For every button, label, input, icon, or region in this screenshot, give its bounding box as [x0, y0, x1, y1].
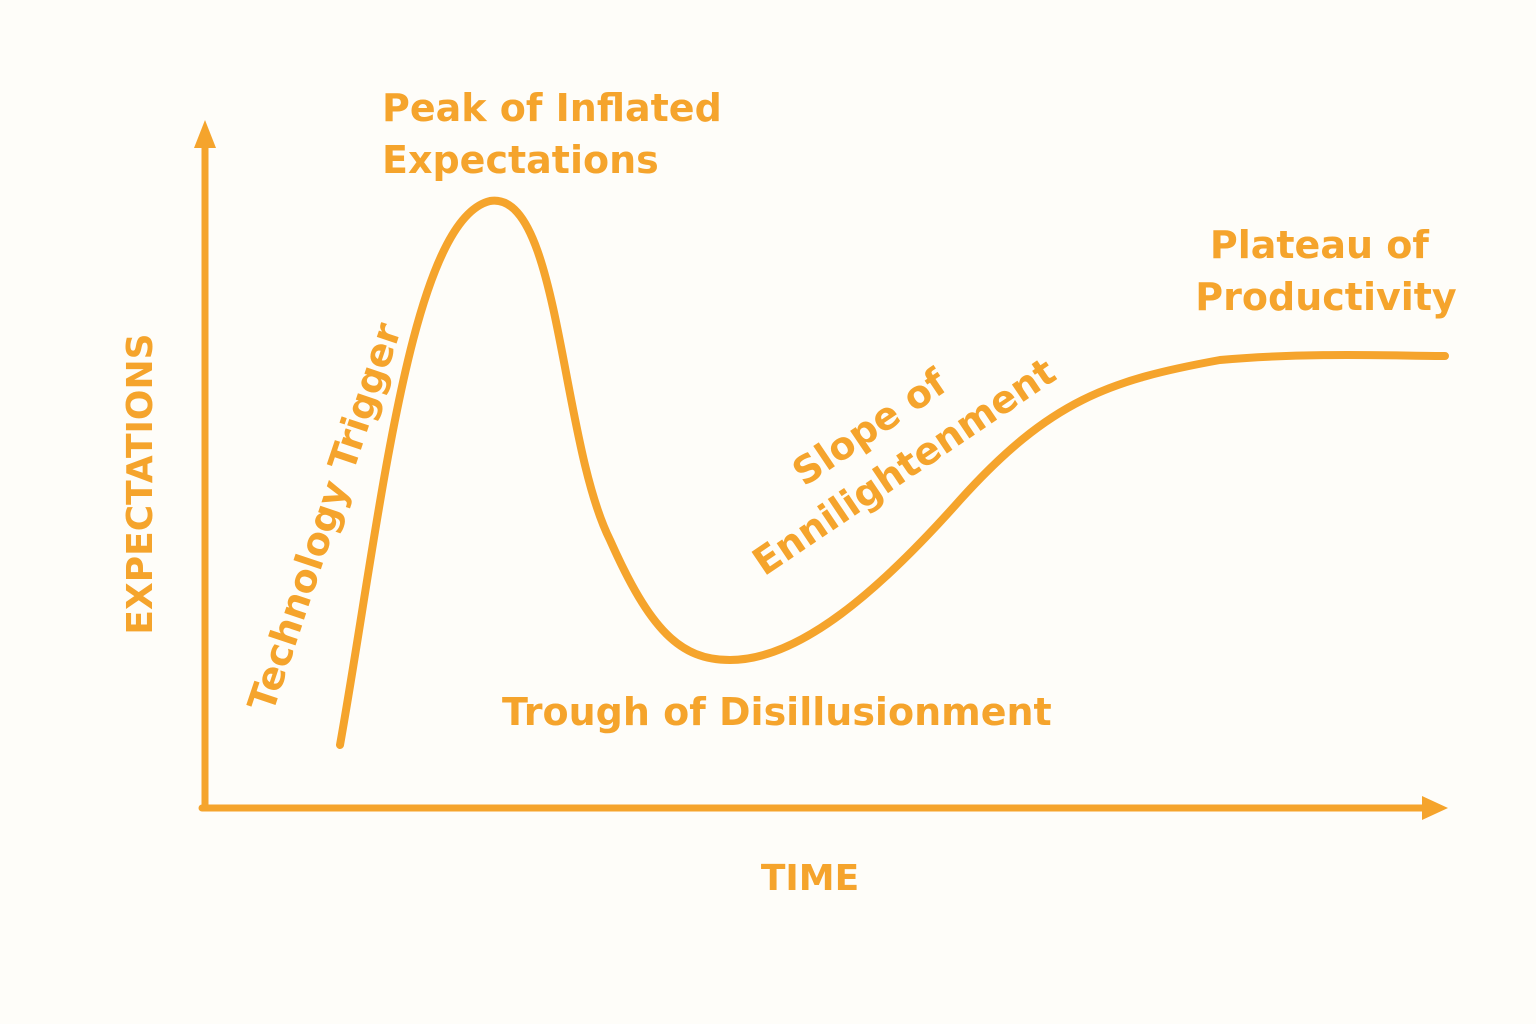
hype-curve — [336, 196, 1449, 749]
peak-line-1: Peak of Inflated — [382, 86, 722, 130]
phase-label-peak: Peak of Inflated Expectations — [382, 86, 735, 182]
plateau-line-2: Productivity — [1195, 275, 1457, 319]
plateau-line-1: Plateau of — [1210, 223, 1429, 267]
y-axis-arrowhead — [194, 120, 216, 148]
phase-label-technology-trigger: Technology Trigger — [239, 317, 410, 716]
y-axis-label: EXPECTATIONS — [120, 333, 161, 634]
x-axis-label: TIME — [761, 858, 859, 899]
x-axis-arrowhead — [1422, 796, 1448, 820]
phase-label-plateau: Plateau of Productivity — [1195, 223, 1457, 319]
phase-label-trough: Trough of Disillusionment — [502, 690, 1052, 734]
peak-line-2: Expectations — [382, 138, 659, 182]
